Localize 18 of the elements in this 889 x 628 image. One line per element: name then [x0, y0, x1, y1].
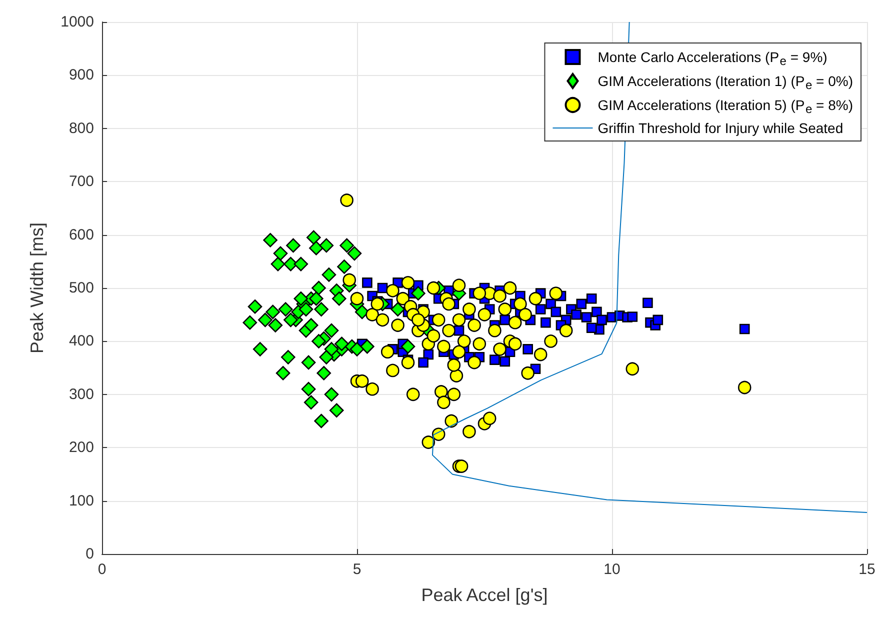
legend-label: Griffin Threshold for Injury while Seated	[598, 120, 844, 136]
x-tick-label: 15	[858, 561, 876, 578]
y-tick-label: 300	[68, 386, 94, 403]
x-tick-label: 5	[352, 561, 362, 578]
y-tick-label: 800	[68, 120, 94, 137]
y-tick-label: 200	[68, 439, 94, 456]
y-tick-label: 900	[68, 66, 94, 84]
y-tick-label: 1000	[60, 14, 94, 30]
x-axis-title: Peak Accel [g's]	[421, 585, 548, 605]
y-tick-label: 0	[86, 546, 94, 562]
x-tick-label: 0	[98, 561, 106, 578]
y-tick-label: 100	[68, 492, 94, 510]
y-axis-title: Peak Width [ms]	[27, 222, 47, 354]
y-tick-label: 700	[68, 173, 94, 190]
y-tick-label: 400	[68, 332, 94, 350]
y-tick-label: 600	[68, 226, 94, 244]
y-tick-label: 500	[68, 280, 94, 296]
x-tick-label: 10	[604, 561, 620, 578]
